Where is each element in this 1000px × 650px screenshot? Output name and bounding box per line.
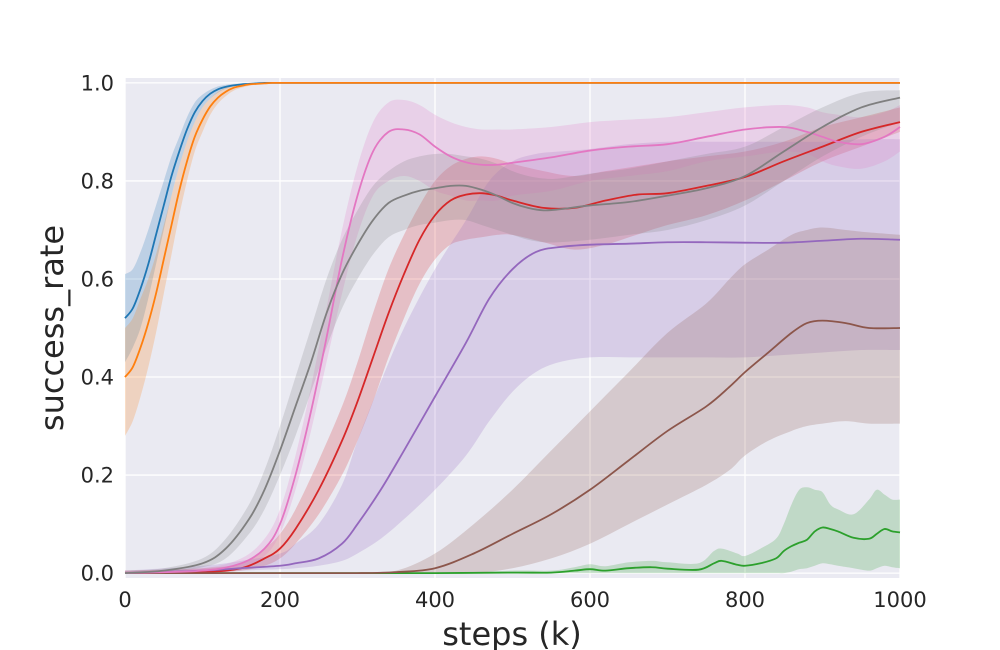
x-tick-label: 400 xyxy=(415,588,455,612)
grid xyxy=(124,78,901,578)
series-line-3 xyxy=(125,526,901,575)
series-lines xyxy=(124,81,901,575)
y-axis-label: success_rate xyxy=(33,225,71,431)
plot-area xyxy=(125,78,900,578)
series-line-7 xyxy=(124,126,901,574)
x-tick-label: 200 xyxy=(260,588,300,612)
series-line-5 xyxy=(124,237,901,574)
series-line-4 xyxy=(124,121,901,574)
x-tick-label: 600 xyxy=(570,588,610,612)
x-tick-label: 800 xyxy=(725,588,765,612)
x-axis-ticks: 0 200 400 600 800 1000 xyxy=(118,588,926,612)
y-tick-label: 0.4 xyxy=(81,366,114,390)
y-tick-label: 0.6 xyxy=(81,267,114,291)
confidence-band-6 xyxy=(125,227,900,574)
y-tick-label: 1.0 xyxy=(81,71,114,95)
x-tick-label: 1000 xyxy=(873,588,926,612)
confidence-band-8 xyxy=(125,90,900,574)
y-tick-label: 0.8 xyxy=(81,169,114,193)
x-axis-label: steps (k) xyxy=(442,615,582,650)
series-line-6 xyxy=(125,319,901,575)
y-axis-ticks: 0.0 0.2 0.4 0.6 0.8 1.0 xyxy=(81,71,114,585)
y-tick-label: 0.0 xyxy=(81,562,114,586)
series-line-2 xyxy=(124,81,900,378)
x-tick-label: 0 xyxy=(118,588,131,612)
confidence-band-5 xyxy=(125,139,900,574)
y-tick-label: 0.2 xyxy=(81,464,114,488)
series-line-8 xyxy=(124,96,901,574)
confidence-band-3 xyxy=(125,487,900,574)
